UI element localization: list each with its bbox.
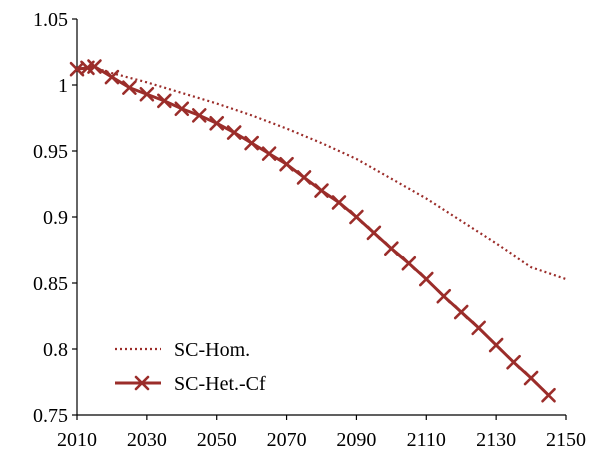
data-point-x-icon (436, 288, 452, 304)
data-point-x-icon (523, 370, 539, 386)
data-point-x-icon (279, 156, 294, 172)
x-tick-label: 2130 (476, 429, 516, 451)
x-tick-label: 2010 (57, 429, 97, 451)
legend-label-sc-het-cf: SC-Het.-Cf (174, 373, 266, 395)
x-tick-label: 2070 (267, 429, 307, 451)
data-point-x-icon (488, 337, 504, 353)
data-point-x-icon (366, 225, 382, 241)
data-point-x-icon (87, 59, 102, 74)
x-tick-label: 2030 (127, 429, 167, 451)
data-point-x-icon (139, 86, 155, 102)
axes (76, 19, 566, 416)
x-tick-label: 2110 (407, 429, 446, 451)
data-point-x-icon (209, 115, 225, 131)
x-tick-label: 2150 (546, 429, 586, 451)
x-tick-label: 2090 (336, 429, 376, 451)
data-point-x-icon (453, 304, 469, 320)
y-tick-label: 0.8 (43, 339, 68, 361)
data-point-x-icon (244, 135, 259, 151)
data-point-x-icon (331, 195, 347, 210)
data-point-x-icon (384, 241, 399, 256)
data-point-x-icon (122, 80, 137, 95)
data-point-x-icon (541, 387, 556, 403)
y-tick-label: 0.75 (33, 405, 68, 427)
data-point-x-icon (401, 255, 417, 271)
y-tick-label: 0.95 (33, 141, 68, 163)
x-marker-icon (134, 375, 150, 391)
x-axis-ticks: 2010 2030 2050 2070 2090 2110 2130 2150 (57, 415, 586, 451)
data-point-x-icon (104, 69, 120, 85)
data-point-x-icon (296, 170, 312, 185)
series-sc-het-cf (69, 59, 556, 403)
series-layer (69, 59, 567, 403)
y-tick-label: 1.05 (33, 9, 68, 31)
data-point-x-icon (157, 93, 172, 109)
data-point-x-icon (314, 183, 329, 198)
legend-marker-x-icon (134, 375, 150, 391)
data-point-x-icon (471, 320, 486, 336)
data-point-x-icon (191, 108, 207, 123)
y-tick-label: 0.9 (43, 207, 68, 229)
data-point-x-icon (349, 209, 364, 225)
data-point-x-icon (506, 354, 521, 370)
data-point-x-icon (261, 146, 277, 161)
y-tick-label: 0.85 (33, 273, 68, 295)
legend: SC-Hom. SC-Het.-Cf (115, 339, 266, 395)
y-axis-ticks: 0.75 0.8 0.85 0.9 0.95 1 1.05 (33, 9, 77, 427)
y-tick-label: 1 (58, 75, 68, 97)
data-point-x-icon (418, 271, 434, 287)
data-point-x-icon (226, 125, 242, 140)
data-point-x-icon (174, 101, 190, 117)
legend-label-sc-hom: SC-Hom. (174, 339, 250, 361)
x-tick-label: 2050 (197, 429, 237, 451)
